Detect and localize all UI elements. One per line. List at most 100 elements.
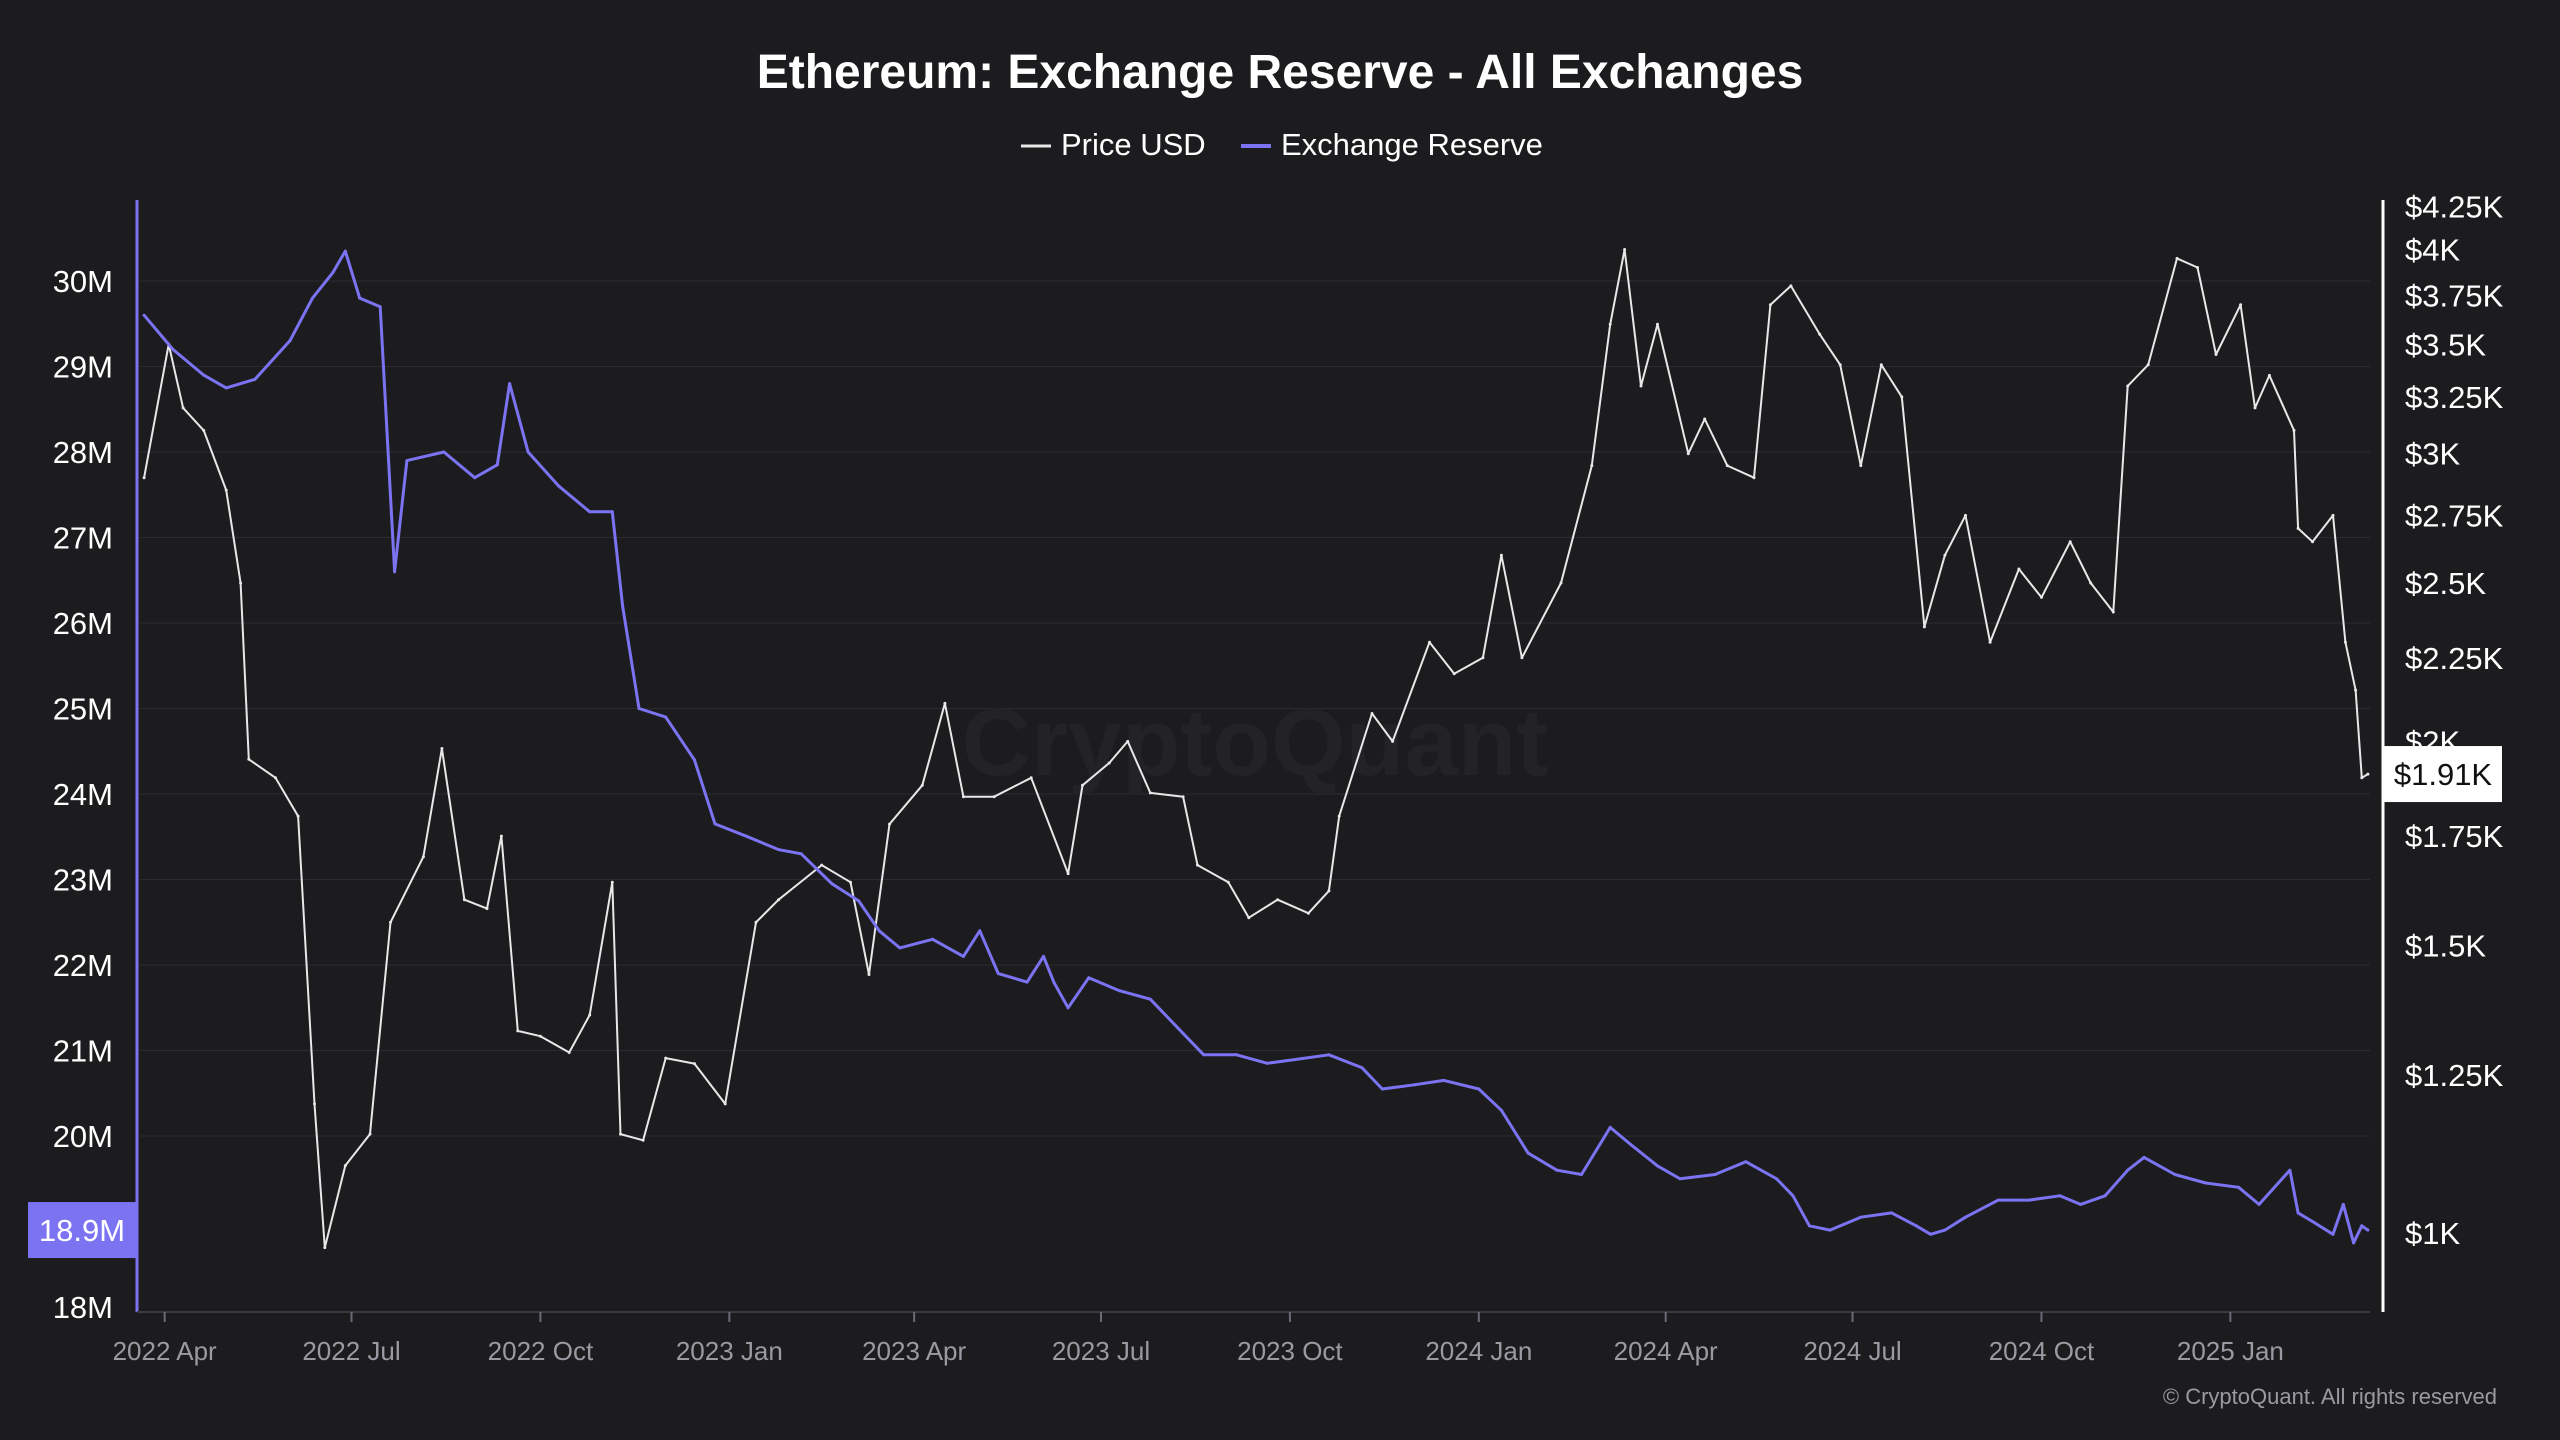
plot-area[interactable]	[142, 248, 2370, 1250]
series-price-point	[943, 701, 947, 705]
series-reserve-point	[311, 296, 314, 300]
series-reserve-point	[610, 510, 614, 514]
series-price-point	[1590, 464, 1594, 468]
series-reserve-point	[1580, 1173, 1583, 1176]
series-reserve-point	[2288, 1168, 2292, 1172]
series-reserve-point	[692, 758, 696, 762]
series-reserve-point	[746, 835, 750, 839]
series-reserve-point	[1052, 980, 1056, 984]
series-reserve-point	[1996, 1198, 2000, 1202]
series-price-point	[485, 907, 489, 911]
series-reserve-point	[2204, 1181, 2208, 1185]
series-reserve-point	[2366, 1228, 2370, 1232]
series-reserve-point	[526, 450, 530, 454]
right-tick-label: $3.75K	[2405, 278, 2504, 313]
series-price-point	[1859, 464, 1863, 468]
series-reserve-point	[857, 899, 861, 903]
series-price-point	[2311, 540, 2314, 544]
series-reserve-point	[2237, 1185, 2241, 1189]
series-reserve-point	[1296, 1057, 1300, 1061]
series-price-point	[2111, 610, 2115, 614]
series-reserve-point	[1118, 989, 1121, 993]
series-reserve-point	[2296, 1211, 2300, 1215]
series-price-point	[2068, 540, 2072, 544]
series-price-point	[2296, 526, 2300, 530]
series-price-point	[1181, 795, 1185, 799]
series-reserve-point	[2058, 1194, 2062, 1198]
series-price-point	[296, 814, 300, 818]
series-reserve-point	[508, 382, 512, 386]
series-reserve-point	[1807, 1224, 1811, 1228]
series-price-point	[2175, 256, 2179, 260]
series-price-point	[1639, 384, 1643, 388]
series-price-point	[1126, 739, 1130, 743]
series-price-point	[389, 920, 392, 924]
x-tick-label: 2024 Jan	[1425, 1336, 1532, 1366]
left-tick-label: 27M	[53, 521, 113, 556]
series-reserve-point	[202, 373, 206, 377]
left-tick-label: 24M	[53, 777, 113, 812]
series-reserve-point	[1713, 1173, 1717, 1176]
series-price-point	[247, 757, 251, 761]
legend[interactable]: Price USD Exchange Reserve	[1021, 127, 1543, 162]
series-price-point	[1789, 284, 1793, 288]
series-price-point	[610, 880, 614, 884]
series-price-point	[2253, 406, 2257, 410]
series-price-point	[499, 834, 503, 838]
series-price-point	[2089, 581, 2093, 585]
left-tick-label: 23M	[53, 863, 113, 898]
series-reserve-point	[799, 852, 803, 856]
series-price-point	[202, 428, 206, 432]
series-price-point	[440, 747, 444, 750]
left-axis-ticks: 30M 29M 28M 27M 26M 25M 24M 23M 22M 21M 20M 18M	[53, 264, 113, 1325]
series-reserve[interactable]	[142, 249, 2370, 1245]
series-price-point	[2146, 363, 2150, 367]
right-tick-label: $1.5K	[2405, 929, 2486, 964]
left-tick-label: 29M	[53, 350, 113, 385]
series-price-point	[1481, 656, 1485, 660]
series-price-point	[274, 776, 277, 780]
series-reserve-point	[996, 972, 1000, 976]
left-tick-label: 20M	[53, 1119, 113, 1154]
series-reserve-point	[1327, 1053, 1331, 1057]
series-reserve-point	[2352, 1241, 2356, 1245]
series-reserve-point	[378, 305, 382, 309]
series-price-point	[888, 822, 891, 826]
series-reserve-point	[405, 459, 409, 463]
series-price-point	[754, 920, 758, 924]
series-price-point	[920, 783, 924, 787]
left-tick-label: 18M	[53, 1290, 113, 1325]
series-price-point	[1306, 911, 1310, 915]
series-price-point	[1107, 761, 1111, 765]
series-reserve-point	[1929, 1232, 1933, 1236]
series-price-point	[619, 1132, 622, 1136]
series-reserve-point	[1678, 1177, 1682, 1181]
x-tick-label: 2024 Apr	[1614, 1336, 1718, 1366]
series-reserve-point	[1181, 1031, 1185, 1035]
current-price-marker: $1.91K	[2384, 746, 2502, 803]
legend-item-reserve[interactable]: Exchange Reserve	[1241, 127, 1543, 162]
series-price-point	[641, 1138, 645, 1142]
legend-item-price[interactable]: Price USD	[1021, 127, 1206, 162]
series-price[interactable]	[142, 248, 2370, 1250]
x-tick-label: 2022 Apr	[113, 1336, 217, 1366]
series-reserve-point	[2142, 1155, 2146, 1159]
series-price-point	[1838, 363, 1842, 367]
copyright-text: © CryptoQuant. All rights reserved	[2163, 1384, 2497, 1409]
series-price-point	[849, 880, 852, 884]
series-reserve-point	[1042, 954, 1045, 958]
right-tick-label: $1.75K	[2405, 819, 2504, 854]
x-tick-label: 2022 Jul	[302, 1336, 400, 1366]
series-reserve-point	[171, 347, 175, 351]
series-price-line[interactable]	[143, 248, 2369, 1249]
series-reserve-point	[1608, 1125, 1612, 1129]
series-price-point	[1879, 363, 1883, 367]
series-price-point	[323, 1246, 327, 1250]
x-axis-ticks: 2022 Apr 2022 Jul 2022 Oct 2023 Jan 2023 Apr…	[113, 1312, 2284, 1366]
series-reserve-point	[1499, 1108, 1503, 1112]
x-tick-label: 2023 Apr	[862, 1336, 966, 1366]
series-reserve-point	[442, 450, 446, 454]
series-reserve-point	[2331, 1232, 2335, 1236]
series-price-point	[224, 488, 228, 492]
series-reserve-line[interactable]	[142, 249, 2369, 1245]
